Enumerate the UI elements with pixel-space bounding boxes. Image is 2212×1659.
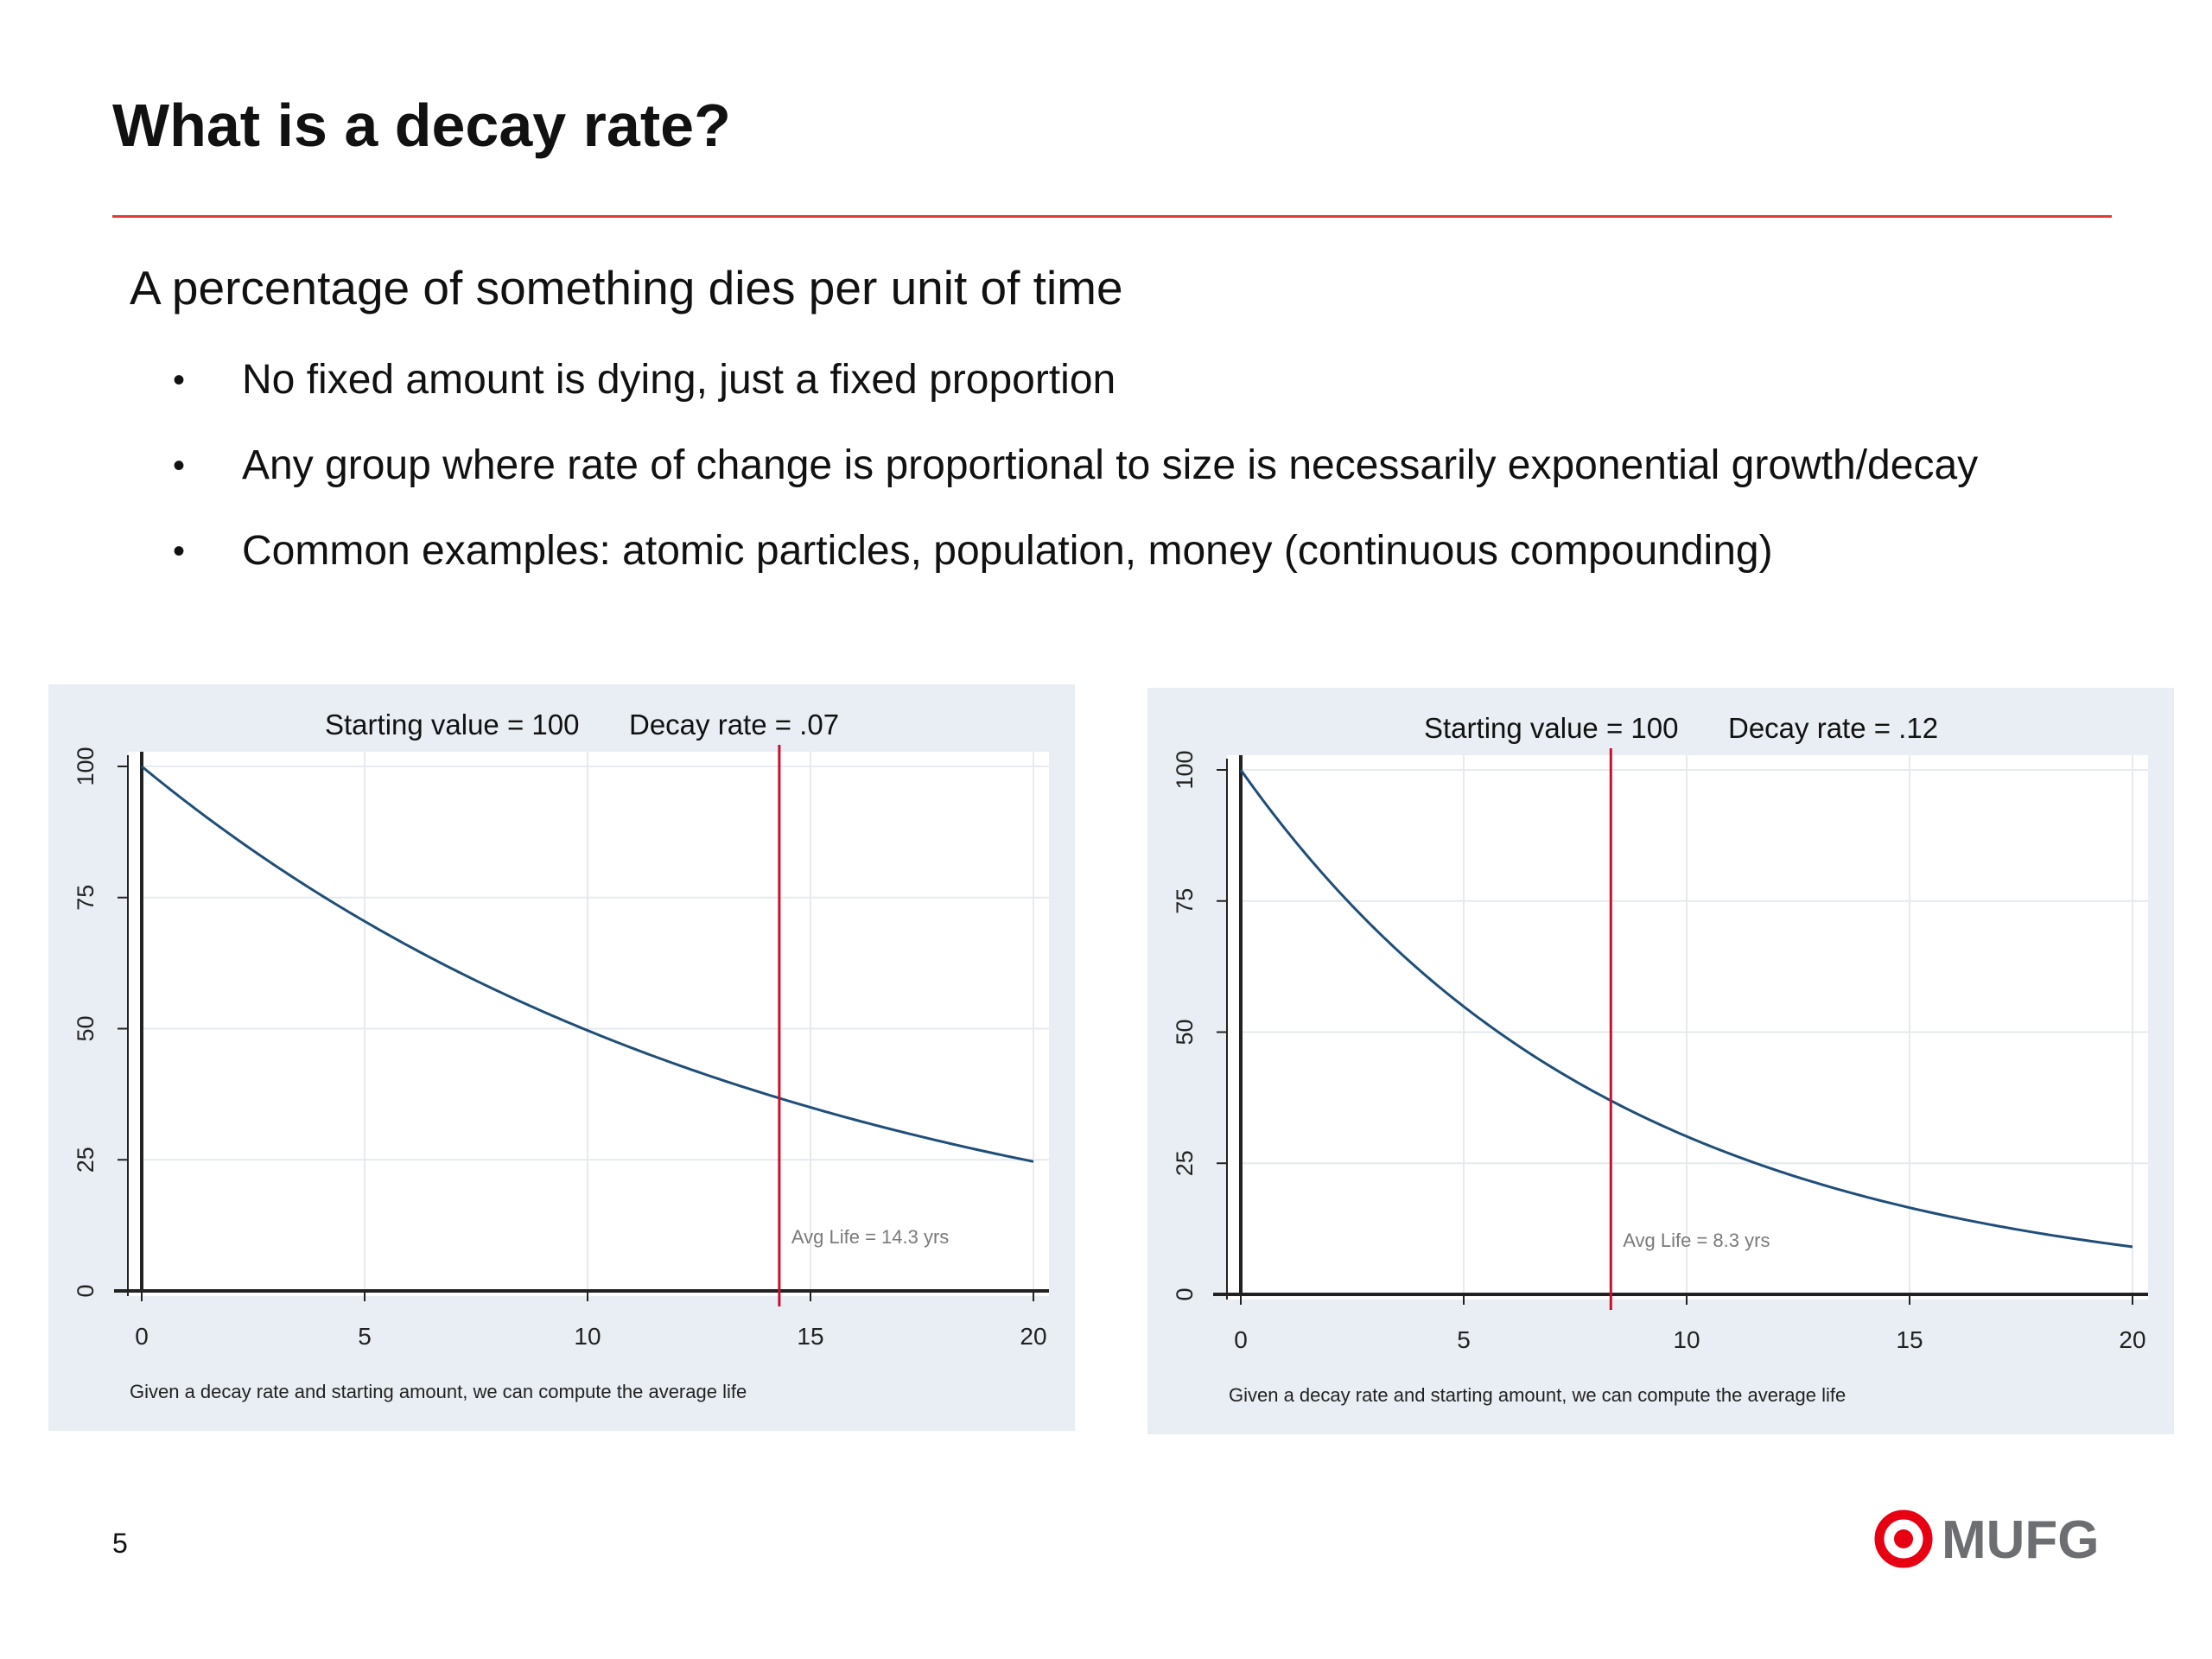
bullet-text: No fixed amount is dying, just a fixed p… (242, 357, 1116, 403)
x-tick-label: 15 (1896, 1326, 1923, 1353)
y-tick-label: 100 (73, 747, 99, 785)
bullet-marker: • (173, 532, 186, 570)
avg-life-label: Avg Life = 8.3 yrs (1623, 1230, 1770, 1251)
bullet-marker: • (173, 361, 186, 399)
title-divider-line (112, 215, 2112, 218)
chart-subtitle: Decay rate = .07 (629, 709, 839, 741)
y-tick-label: 50 (1172, 1019, 1198, 1045)
bullet-text: Any group where rate of change is propor… (242, 442, 1979, 488)
bullet-marker: • (173, 447, 186, 485)
x-tick-label: 20 (2119, 1326, 2145, 1353)
x-tick-label: 10 (1673, 1326, 1700, 1353)
decay-curve-line (141, 765, 1034, 1163)
chart-subtitle: Decay rate = .12 (1728, 712, 1938, 744)
slide-headline: A percentage of something dies per unit … (130, 261, 1123, 315)
decay-chart-right: 0 25 50 75 100 0 5 10 15 20 Avg Life = 8.3 yrs Star… (1147, 688, 2174, 1434)
chart-title: Starting value = 100 (325, 709, 579, 741)
y-tick-label: 50 (73, 1015, 99, 1041)
x-tick-label: 0 (135, 1323, 149, 1350)
decay-chart-right-svg: 0 25 50 75 100 0 5 10 15 20 Avg Life = 8.3 yrs Star… (1147, 688, 2174, 1434)
slide-title: What is a decay rate? (112, 92, 731, 159)
x-tick-label: 10 (574, 1323, 601, 1350)
y-tick-label: 0 (73, 1284, 99, 1297)
page-number: 5 (112, 1528, 128, 1559)
logo-ring (1874, 1510, 1933, 1568)
y-tick-label: 25 (1172, 1150, 1198, 1176)
decay-curve-line (1239, 769, 2133, 1249)
y-tick-label: 100 (1172, 750, 1198, 789)
chart-note: Given a decay rate and starting amount, … (1229, 1384, 1846, 1406)
x-tick-label: 5 (358, 1323, 372, 1350)
mufg-logo: MUFG (1872, 1508, 2114, 1570)
y-tick-label: 75 (1172, 888, 1198, 914)
title-divider (112, 215, 2112, 218)
chart-note: Given a decay rate and starting amount, … (130, 1381, 747, 1402)
y-tick-label: 25 (73, 1147, 99, 1173)
logo-wordmark: MUFG (1942, 1510, 2100, 1570)
logo-dot (1894, 1529, 1913, 1548)
decay-chart-left-svg: 0 25 50 75 100 0 5 10 15 20 Avg Life = 14.3 yrs Sta… (48, 684, 1075, 1431)
avg-life-label: Avg Life = 14.3 yrs (791, 1226, 949, 1248)
x-tick-label: 15 (797, 1323, 823, 1350)
x-tick-label: 20 (1020, 1323, 1046, 1350)
x-tick-label: 5 (1457, 1326, 1471, 1353)
y-tick-label: 0 (1172, 1287, 1198, 1300)
chart-title: Starting value = 100 (1424, 712, 1678, 744)
mufg-logo-mark: MUFG (1874, 1510, 2100, 1570)
x-tick-label: 0 (1234, 1326, 1248, 1353)
bullet-text: Common examples: atomic particles, popul… (242, 528, 1773, 574)
y-tick-label: 75 (73, 885, 99, 911)
decay-chart-left: 0 25 50 75 100 0 5 10 15 20 Avg Life = 14.3 yrs Sta… (48, 684, 1075, 1431)
